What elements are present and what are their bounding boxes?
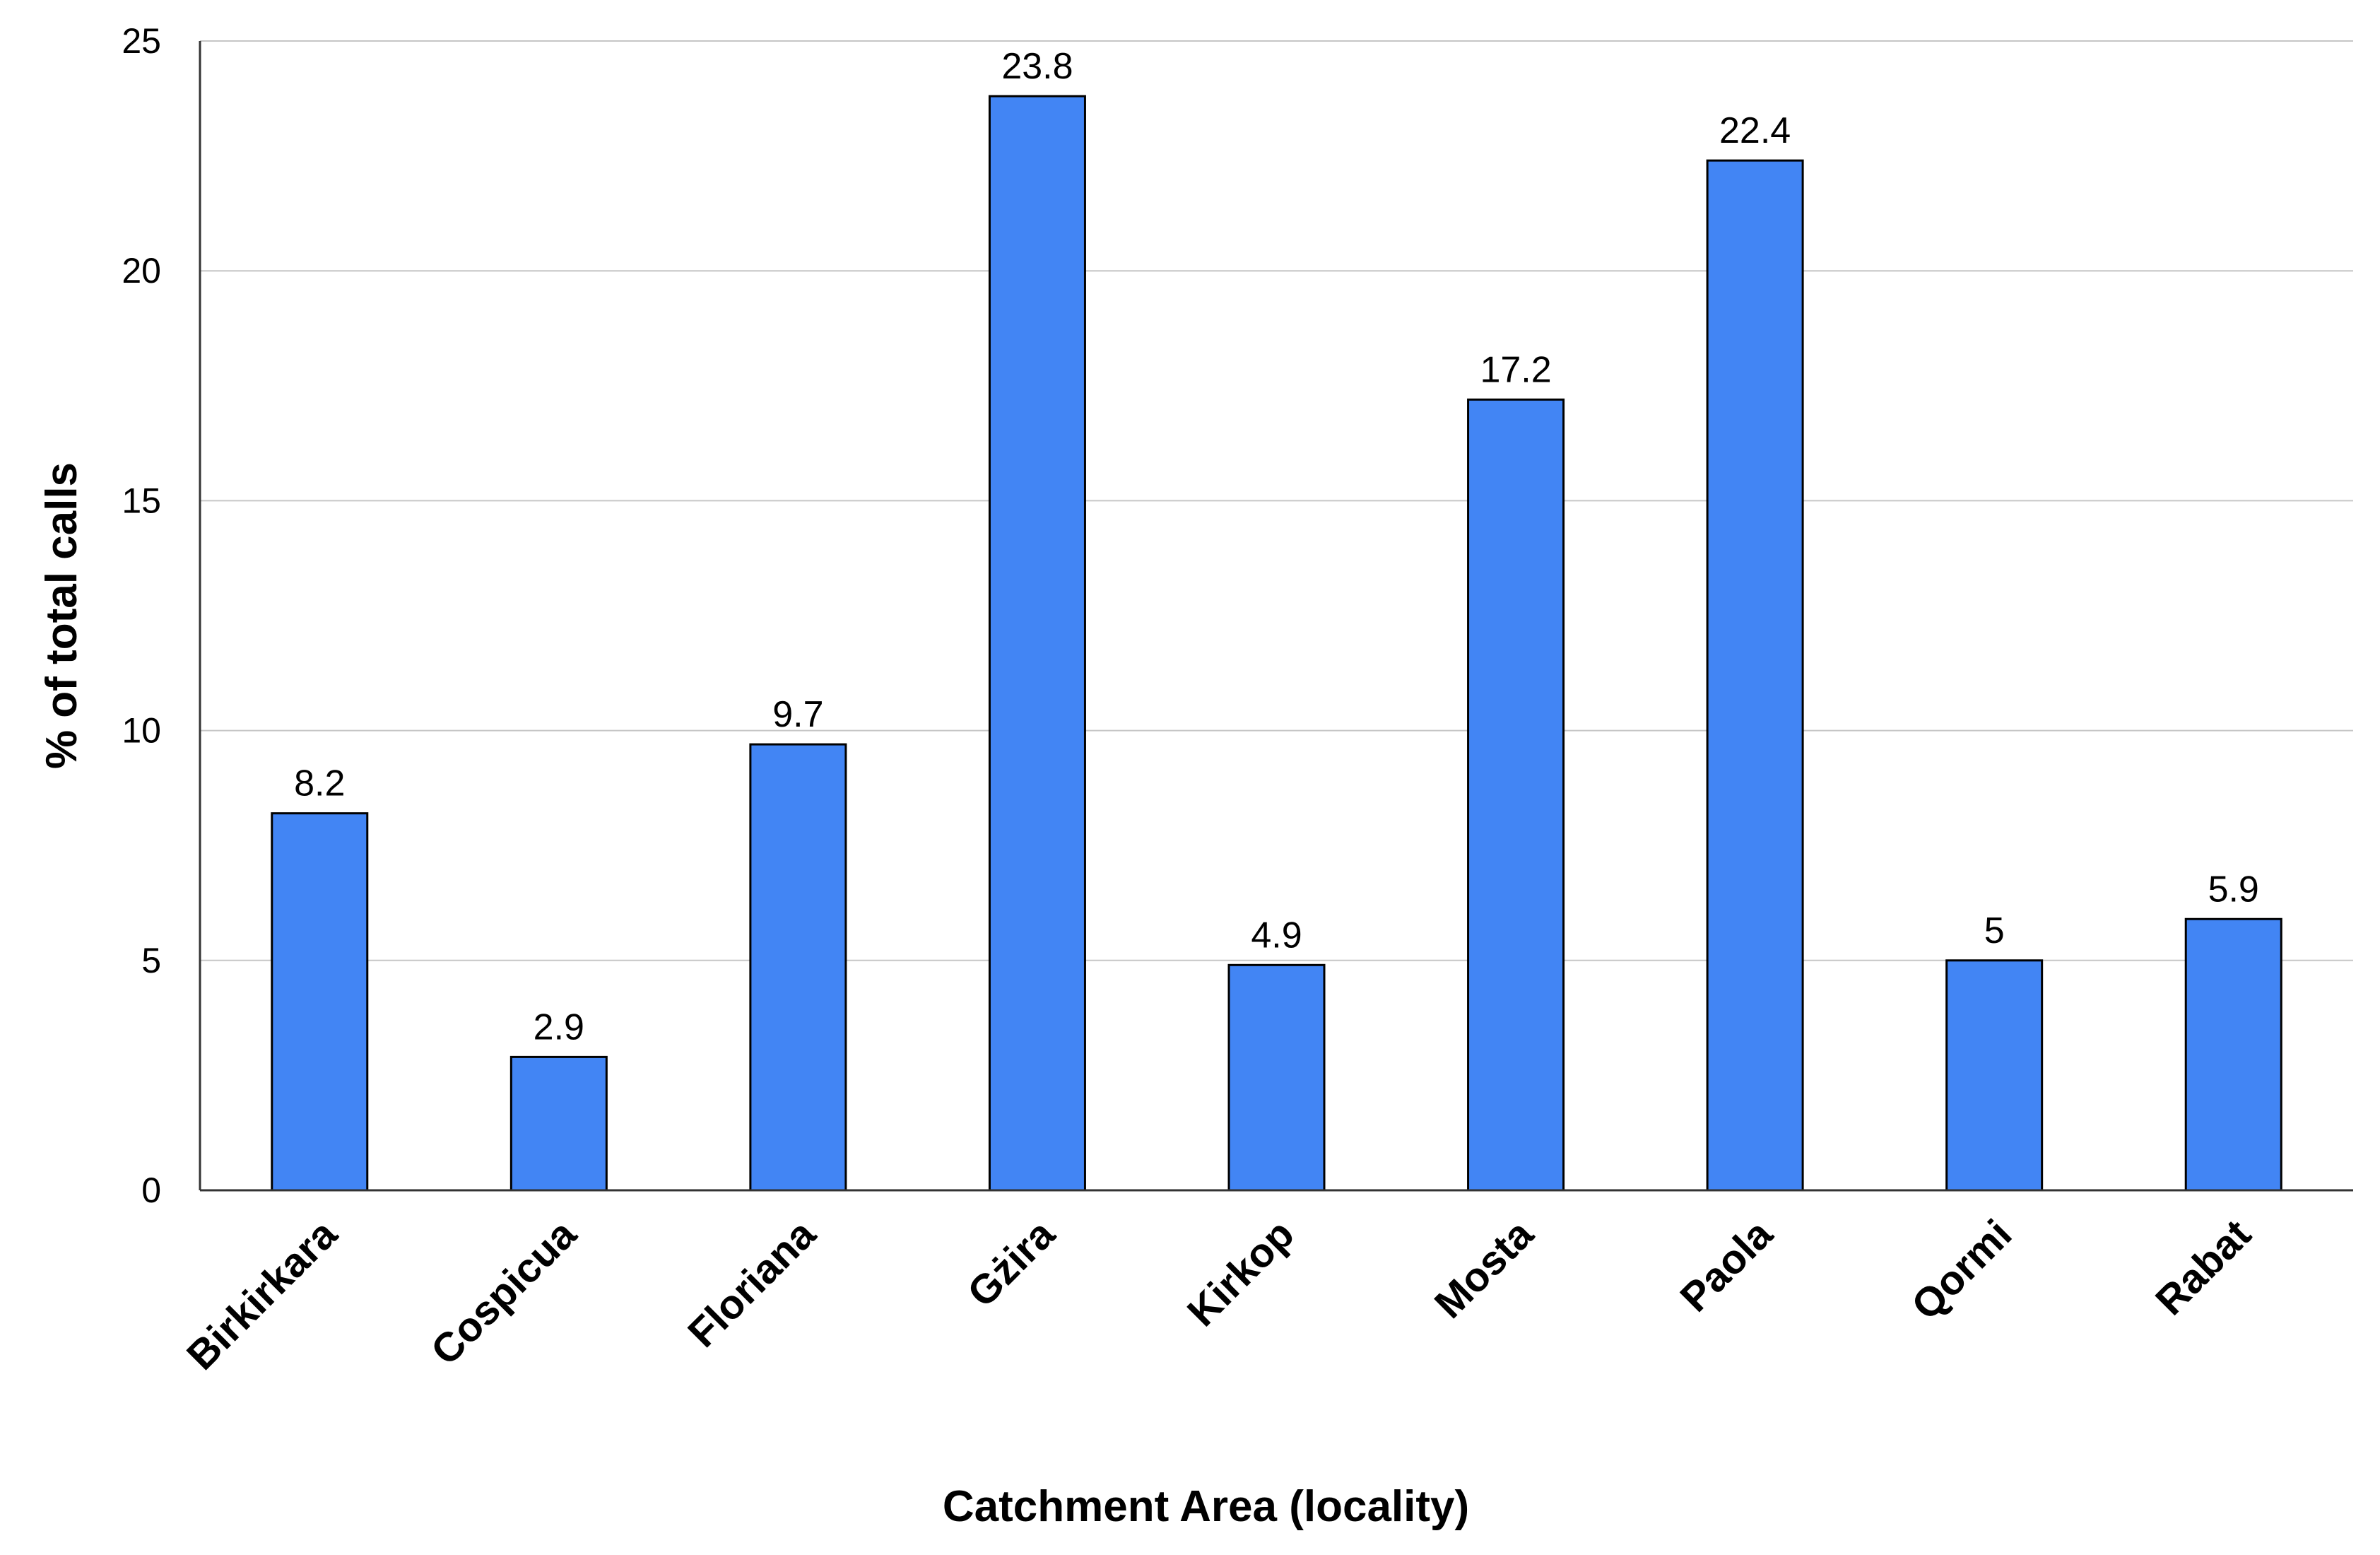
data-label: 17.2 bbox=[1480, 349, 1551, 390]
y-tick-label: 20 bbox=[122, 251, 161, 291]
x-tick-label: Rabat bbox=[2147, 1211, 2260, 1324]
bar-cospicua bbox=[509, 1055, 608, 1192]
y-tick-labels: 0 5 10 15 20 25 bbox=[122, 21, 161, 1210]
axes bbox=[199, 41, 2353, 1192]
bar-gżira bbox=[988, 95, 1086, 1192]
x-tick-label: Birkirkara bbox=[178, 1211, 346, 1379]
data-label: 4.9 bbox=[1251, 915, 1302, 956]
data-labels: 8.2 2.9 9.7 23.8 4.9 17.2 22.4 5 5.9 bbox=[294, 46, 2259, 1048]
y-axis-title: % of total calls bbox=[37, 462, 86, 769]
x-tick-label: Qormi bbox=[1903, 1211, 2021, 1329]
y-tick-label: 10 bbox=[122, 711, 161, 751]
data-label: 5.9 bbox=[2208, 869, 2259, 910]
x-tick-label: Gżira bbox=[959, 1211, 1064, 1316]
data-label: 2.9 bbox=[534, 1007, 584, 1048]
bar-floriana bbox=[749, 743, 847, 1192]
bar-paola bbox=[1706, 159, 1804, 1192]
y-tick-label: 15 bbox=[122, 481, 161, 520]
bar-rabat bbox=[2184, 917, 2282, 1192]
x-category-labels: Birkirkara Cospicua Floriana Gżira Kirkop Mos… bbox=[178, 1211, 2260, 1379]
data-label: 23.8 bbox=[1001, 46, 1073, 87]
y-tick-label: 25 bbox=[122, 21, 161, 61]
x-tick-label: Paola bbox=[1671, 1211, 1781, 1321]
x-tick-label: Cospicua bbox=[422, 1211, 585, 1374]
y-tick-label: 5 bbox=[141, 941, 161, 980]
x-tick-label: Mosta bbox=[1426, 1211, 1543, 1327]
x-tick-label: Kirkop bbox=[1179, 1211, 1303, 1335]
data-label: 8.2 bbox=[294, 763, 345, 804]
y-tick-label: 0 bbox=[141, 1170, 161, 1210]
bars bbox=[271, 95, 2282, 1192]
x-tick-label: Floriana bbox=[679, 1211, 825, 1356]
x-axis-title: Catchment Area (locality) bbox=[943, 1482, 1469, 1531]
data-label: 22.4 bbox=[1719, 110, 1791, 151]
data-label: 5 bbox=[1984, 910, 2005, 951]
gridlines bbox=[200, 40, 2353, 961]
bar-mosta bbox=[1467, 398, 1565, 1192]
bar-qormi bbox=[1945, 959, 2044, 1192]
bar-birkirkara bbox=[271, 812, 369, 1192]
data-label: 9.7 bbox=[772, 694, 823, 735]
bar-kirkop bbox=[1227, 963, 1326, 1192]
